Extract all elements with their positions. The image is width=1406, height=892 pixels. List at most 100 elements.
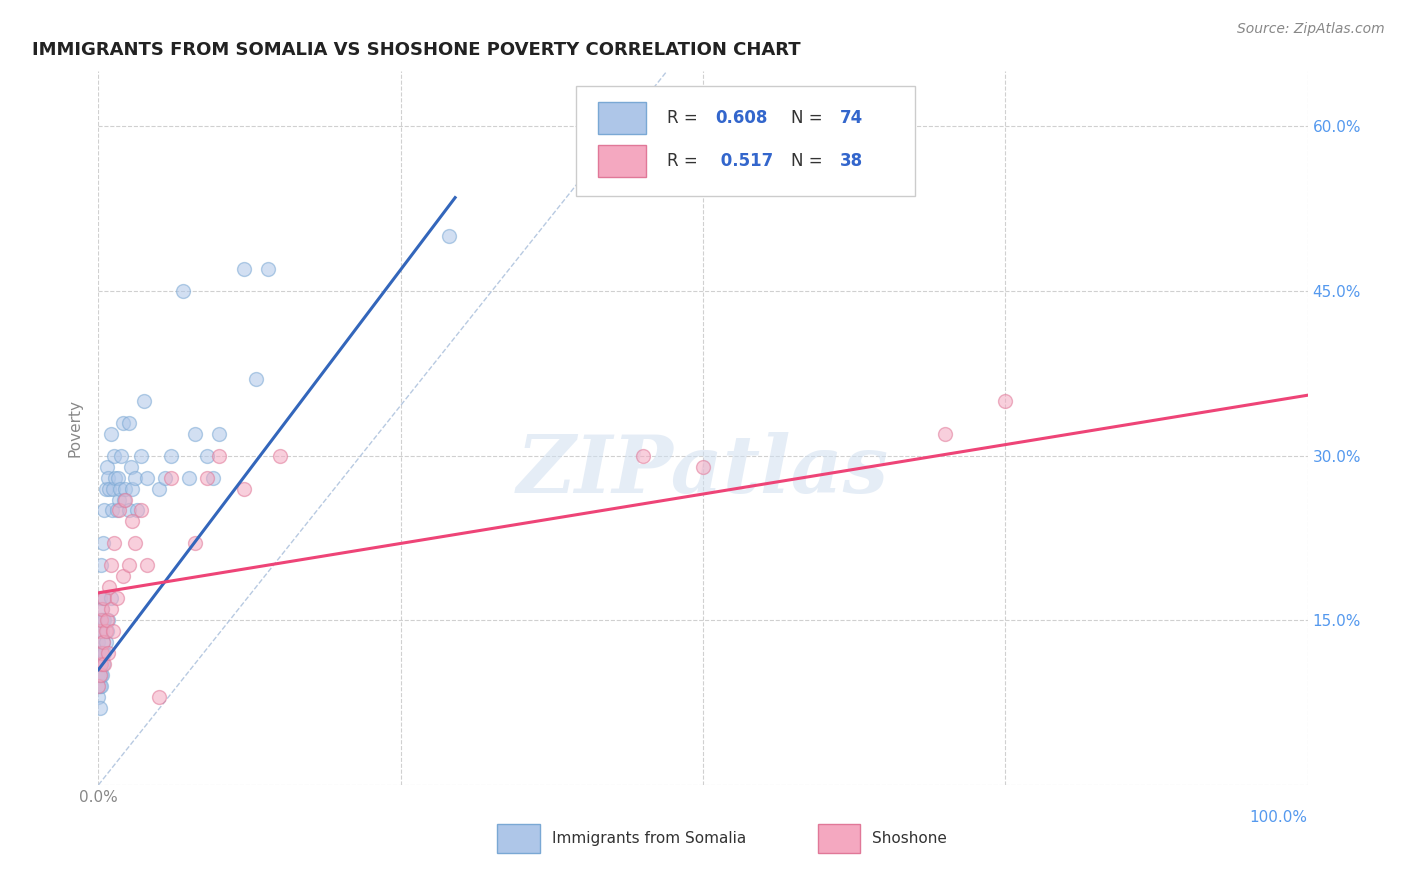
Point: [96, 624, 118, 639]
Point: [91, 657, 114, 672]
Point: [90, 558, 112, 573]
Point: [100, 591, 122, 606]
Text: 74: 74: [839, 109, 863, 127]
Point: [98, 580, 121, 594]
Point: [101, 624, 124, 639]
Text: Source: ZipAtlas.com: Source: ZipAtlas.com: [1237, 22, 1385, 37]
Y-axis label: Poverty: Poverty: [67, 399, 83, 458]
Point: [91, 613, 114, 627]
Point: [90, 613, 112, 627]
Point: [89, 646, 111, 660]
Point: [87, 646, 110, 660]
Point: [97, 470, 120, 484]
Point: [91, 668, 114, 682]
Text: N =: N =: [792, 109, 828, 127]
Point: [437, 229, 460, 244]
Point: [93, 613, 115, 627]
Text: 0.608: 0.608: [716, 109, 768, 127]
Point: [153, 470, 176, 484]
Point: [134, 393, 156, 408]
Point: [692, 459, 714, 474]
FancyBboxPatch shape: [576, 86, 915, 196]
Point: [103, 449, 125, 463]
Point: [232, 262, 254, 277]
Point: [89, 613, 111, 627]
Point: [90, 679, 112, 693]
Point: [94, 635, 117, 649]
Point: [89, 624, 111, 639]
Bar: [598, 102, 647, 134]
Text: N =: N =: [792, 152, 828, 169]
Point: [91, 646, 114, 660]
Point: [89, 668, 111, 682]
Point: [89, 668, 111, 682]
Text: ZIPatlas: ZIPatlas: [517, 433, 889, 509]
Point: [110, 449, 132, 463]
Point: [129, 449, 152, 463]
Point: [179, 470, 201, 484]
Point: [97, 646, 120, 660]
Point: [87, 657, 110, 672]
Point: [89, 624, 111, 639]
Point: [100, 503, 122, 517]
Point: [96, 459, 118, 474]
Point: [135, 470, 157, 484]
Point: [87, 635, 110, 649]
Point: [148, 690, 170, 705]
Point: [208, 426, 231, 441]
Point: [232, 482, 254, 496]
Point: [184, 426, 207, 441]
Text: R =: R =: [666, 152, 703, 169]
Point: [89, 679, 111, 693]
Point: [103, 536, 125, 550]
Point: [93, 657, 115, 672]
Point: [90, 668, 112, 682]
Point: [94, 482, 117, 496]
Point: [100, 602, 122, 616]
Text: 38: 38: [839, 152, 863, 169]
Point: [994, 393, 1017, 408]
Point: [91, 635, 114, 649]
Point: [127, 503, 149, 517]
Point: [93, 503, 115, 517]
Point: [121, 515, 143, 529]
Point: [107, 470, 129, 484]
Point: [104, 470, 127, 484]
Point: [108, 492, 131, 507]
Point: [91, 591, 114, 606]
Point: [121, 482, 143, 496]
Point: [129, 503, 152, 517]
Point: [108, 503, 131, 517]
Point: [111, 416, 134, 430]
Point: [114, 482, 136, 496]
Point: [91, 646, 114, 660]
Point: [195, 449, 218, 463]
Bar: [818, 824, 860, 853]
Point: [124, 536, 146, 550]
Text: Immigrants from Somalia: Immigrants from Somalia: [551, 831, 747, 846]
Point: [100, 426, 122, 441]
Point: [172, 284, 194, 298]
Point: [91, 536, 114, 550]
Point: [89, 701, 111, 715]
Point: [87, 668, 110, 682]
Point: [256, 262, 278, 277]
Point: [202, 470, 225, 484]
Point: [184, 536, 207, 550]
Point: [90, 646, 112, 660]
Point: [90, 657, 112, 672]
Point: [934, 426, 956, 441]
Text: R =: R =: [666, 109, 703, 127]
Point: [93, 646, 115, 660]
Point: [112, 492, 135, 507]
Point: [105, 503, 128, 517]
Text: IMMIGRANTS FROM SOMALIA VS SHOSHONE POVERTY CORRELATION CHART: IMMIGRANTS FROM SOMALIA VS SHOSHONE POVE…: [32, 41, 800, 59]
Point: [124, 470, 146, 484]
Point: [87, 679, 110, 693]
Point: [105, 591, 128, 606]
Point: [245, 372, 267, 386]
Point: [114, 492, 136, 507]
Point: [135, 558, 157, 573]
Point: [111, 569, 134, 583]
Point: [269, 449, 291, 463]
